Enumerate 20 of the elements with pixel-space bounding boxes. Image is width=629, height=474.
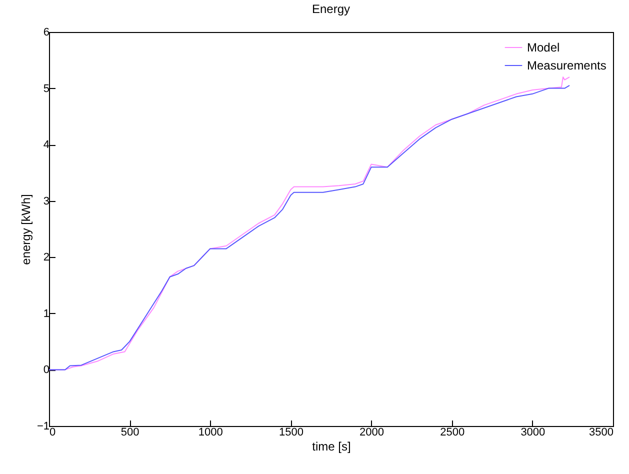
y-axis-title: energy [kWh]: [18, 194, 33, 265]
y-tick-label: 1: [43, 308, 50, 320]
x-tick-label: 1500: [278, 426, 304, 438]
y-tick-label: 4: [43, 139, 50, 152]
y-tick-label: 5: [43, 82, 50, 95]
y-tick-label: 3: [43, 195, 50, 208]
x-tick-label: 2500: [440, 426, 465, 438]
y-tick-label: −1: [36, 420, 50, 432]
x-tick-label: 2000: [360, 426, 384, 438]
y-tick-label: 0: [43, 364, 50, 376]
legend-label: Measurements: [527, 58, 606, 72]
x-tick-label: 3500: [589, 426, 614, 438]
chart-title: Energy: [312, 2, 350, 16]
y-tick-label: 6: [43, 26, 50, 38]
x-tick-label: 3000: [520, 426, 546, 438]
legend-label: Model: [527, 40, 560, 54]
x-tick-label: 1000: [198, 426, 223, 438]
x-axis-title: time [s]: [312, 440, 351, 454]
x-tick-label: 500: [120, 426, 140, 438]
y-tick-label: 2: [43, 252, 50, 264]
